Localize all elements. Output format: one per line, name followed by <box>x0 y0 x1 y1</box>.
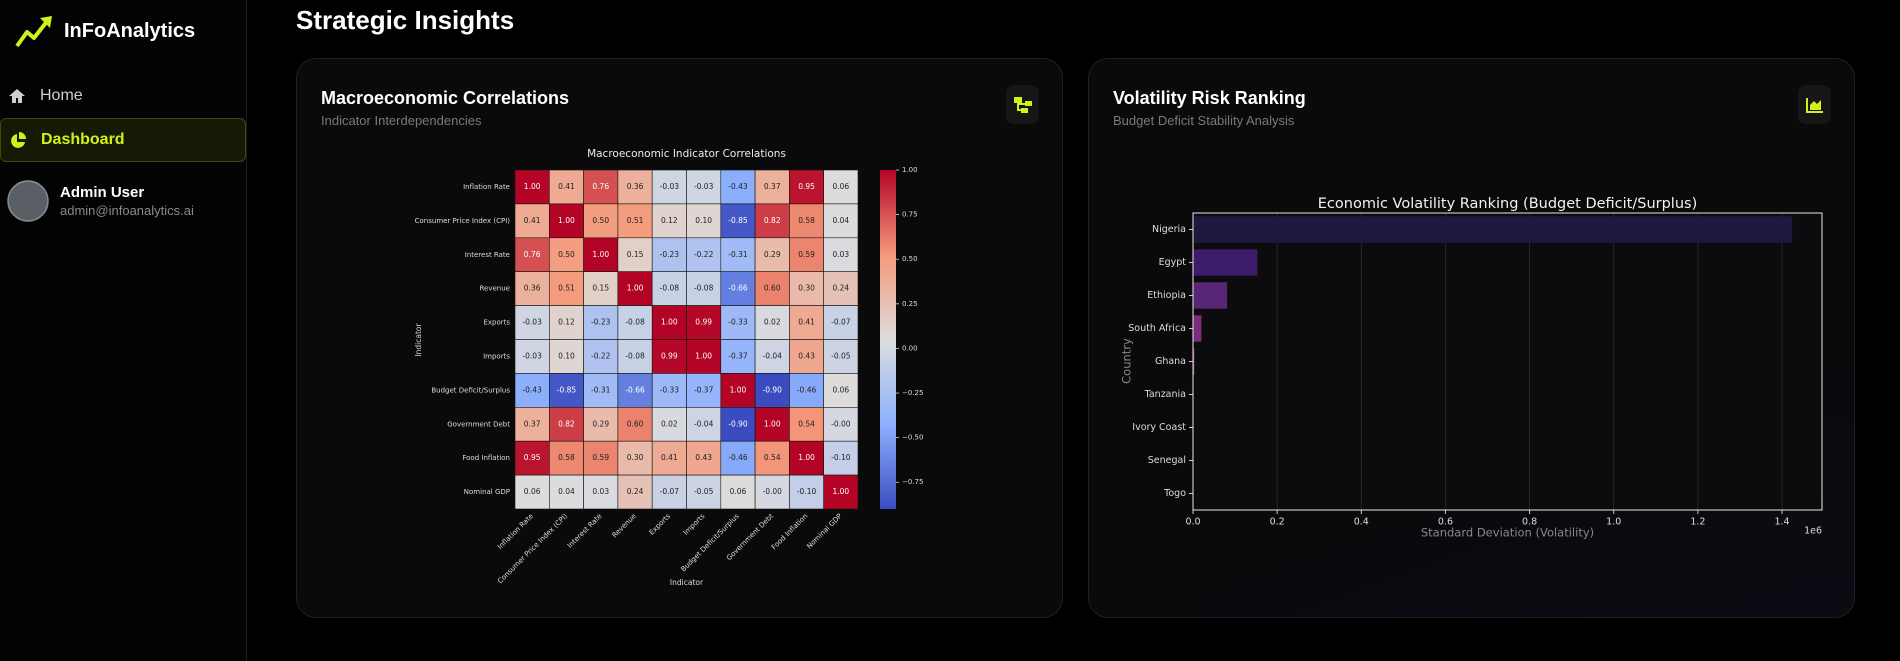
avatar <box>7 180 49 222</box>
nav-label: Home <box>40 87 83 104</box>
card-icon-button[interactable] <box>1798 85 1831 124</box>
chart-icon <box>1805 97 1823 113</box>
nav-label: Dashboard <box>41 131 125 148</box>
brand: InFoAnalytics <box>64 20 196 42</box>
user-name: Admin User <box>60 184 145 201</box>
nav-dashboard[interactable]: Dashboard <box>0 118 246 162</box>
hierarchy-icon <box>1013 96 1032 113</box>
nav-home[interactable]: Home <box>0 74 246 118</box>
card: Macroeconomic Correlations Indicator Int… <box>296 58 1063 618</box>
sidebar: InFoAnalytics Home Dashboard Admin User … <box>0 0 247 661</box>
card-title: Macroeconomic Correlations <box>321 88 570 108</box>
card-subtitle: Indicator Interdependencies <box>321 113 482 128</box>
card-icon-button[interactable] <box>1006 85 1039 124</box>
page-title: Strategic Insights <box>296 5 515 35</box>
logo-icon <box>15 16 52 48</box>
card: Volatility Risk Ranking Budget Deficit S… <box>1088 58 1855 618</box>
user-email: admin@infoanalytics.ai <box>60 203 194 218</box>
pie-icon <box>11 132 26 148</box>
home-icon <box>9 89 25 103</box>
card-subtitle: Budget Deficit Stability Analysis <box>1113 113 1295 128</box>
card-title: Volatility Risk Ranking <box>1113 88 1306 108</box>
